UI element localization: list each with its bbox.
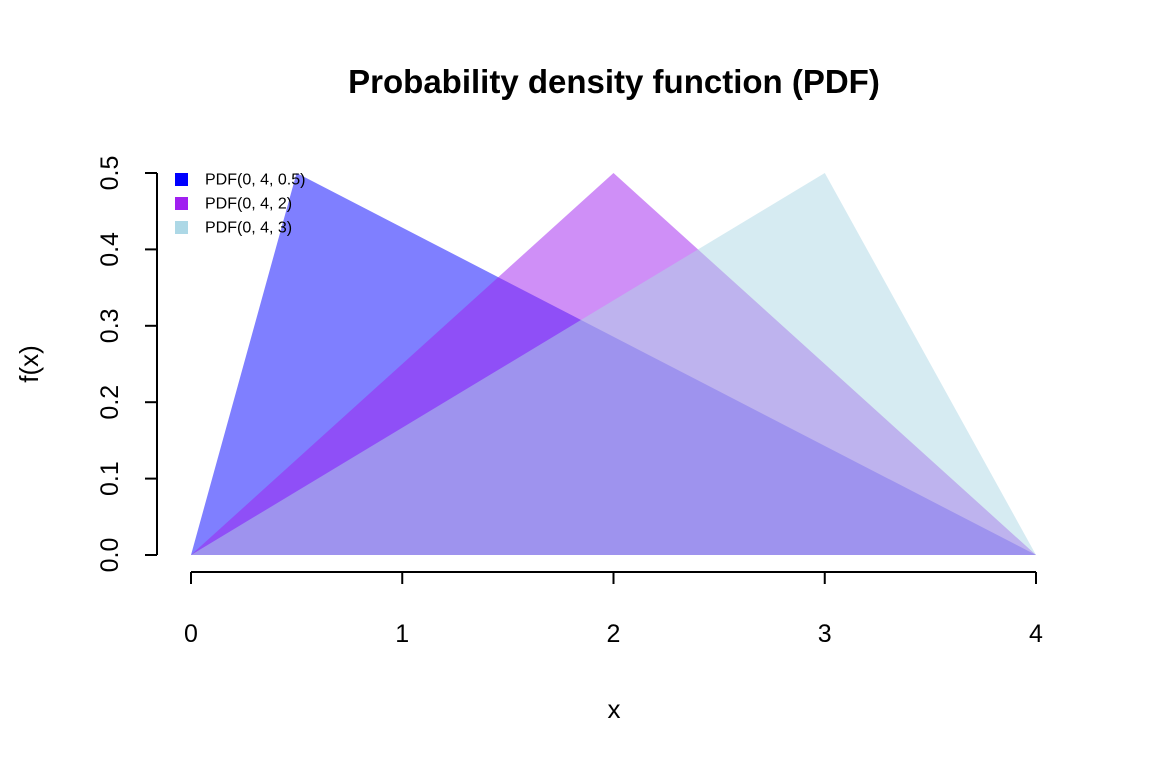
series-area-2: [191, 173, 1036, 555]
legend: PDF(0, 4, 0.5) PDF(0, 4, 2) PDF(0, 4, 3): [175, 172, 305, 237]
y-tick-label: 0.4: [96, 232, 124, 267]
y-tick-label: 0.5: [96, 156, 124, 191]
x-tick-label: 1: [395, 620, 409, 648]
legend-label: PDF(0, 4, 2): [205, 196, 292, 213]
x-axis: 0 1 2 3 4: [184, 571, 1043, 648]
y-tick-label: 0.1: [96, 461, 124, 496]
x-axis-label: x: [608, 694, 621, 724]
y-tick-label: 0.2: [96, 385, 124, 420]
x-tick-label: 3: [818, 620, 832, 648]
x-tick-label: 4: [1029, 620, 1043, 648]
y-tick-label: 0.0: [96, 538, 124, 573]
x-tick-label: 0: [184, 620, 198, 648]
legend-swatch: [175, 173, 188, 186]
chart-title: Probability density function (PDF): [348, 63, 880, 100]
y-axis-label: f(x): [14, 345, 44, 383]
legend-swatch: [175, 197, 188, 210]
x-tick-label: 2: [607, 620, 621, 648]
y-axis: 0.0 0.1 0.2 0.3 0.4 0.5: [96, 156, 158, 573]
legend-label: PDF(0, 4, 3): [205, 220, 292, 237]
y-tick-label: 0.3: [96, 308, 124, 343]
legend-swatch: [175, 221, 188, 234]
series-areas: [191, 173, 1036, 555]
legend-label: PDF(0, 4, 0.5): [205, 172, 305, 189]
